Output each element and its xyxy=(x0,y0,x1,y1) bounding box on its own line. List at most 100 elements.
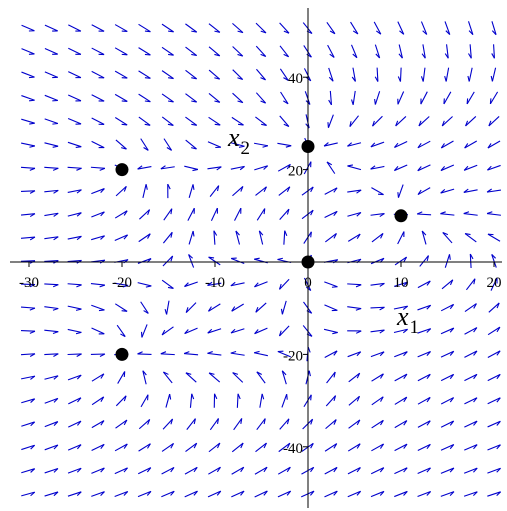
field-arrow xyxy=(231,116,244,126)
field-arrow xyxy=(230,165,245,171)
field-arrow xyxy=(464,350,478,358)
field-arrow xyxy=(21,398,36,404)
field-arrow xyxy=(67,444,82,451)
field-arrow xyxy=(44,24,58,32)
field-arrow xyxy=(279,45,290,58)
field-arrow xyxy=(351,90,356,105)
field-arrow xyxy=(68,47,82,55)
field-arrow xyxy=(91,420,105,429)
field-arrow xyxy=(323,142,338,147)
field-arrow xyxy=(394,256,408,266)
field-arrow xyxy=(161,70,174,80)
field-arrow xyxy=(91,304,105,312)
field-arrow xyxy=(207,303,221,312)
field-arrow xyxy=(208,69,221,80)
field-arrow xyxy=(417,373,431,382)
field-arrow xyxy=(67,283,82,288)
field-arrow xyxy=(185,46,198,57)
equilibrium-point xyxy=(115,347,129,361)
field-arrow xyxy=(185,442,198,453)
field-arrow xyxy=(440,164,455,172)
field-arrow xyxy=(464,232,477,243)
field-arrow xyxy=(277,490,292,498)
field-arrow xyxy=(279,115,290,128)
field-arrow xyxy=(490,277,498,291)
field-arrow xyxy=(371,419,384,429)
field-arrow xyxy=(487,444,501,451)
field-arrow xyxy=(440,211,455,216)
field-arrow xyxy=(21,468,36,474)
field-arrow xyxy=(350,44,358,59)
field-arrow xyxy=(463,211,478,216)
field-arrow xyxy=(21,142,35,148)
field-arrow xyxy=(440,350,455,358)
field-arrow xyxy=(21,71,35,79)
field-arrow xyxy=(440,397,455,405)
field-arrow xyxy=(487,491,502,497)
field-arrow xyxy=(91,24,105,32)
field-arrow xyxy=(444,44,449,59)
field-arrow xyxy=(188,254,195,268)
field-arrow xyxy=(68,71,82,79)
field-arrow xyxy=(417,467,431,474)
field-arrow xyxy=(394,141,408,148)
field-arrow xyxy=(347,283,362,288)
field-arrow xyxy=(20,236,36,241)
field-arrow xyxy=(44,375,59,380)
field-arrow xyxy=(140,301,149,314)
x-axis-label: x1 xyxy=(396,302,419,338)
field-arrow xyxy=(161,23,174,33)
field-arrow xyxy=(185,69,197,80)
field-arrow xyxy=(254,327,268,335)
field-arrow xyxy=(20,190,36,194)
field-arrow xyxy=(370,141,385,148)
field-arrow xyxy=(370,306,385,311)
field-arrow xyxy=(67,374,82,381)
field-arrow xyxy=(421,44,426,59)
field-arrow xyxy=(138,93,151,103)
field-arrow xyxy=(20,213,36,218)
field-arrow xyxy=(420,67,426,82)
field-arrow xyxy=(394,420,408,429)
field-arrow xyxy=(138,70,151,79)
x-tick-label: -20 xyxy=(112,275,132,291)
field-arrow xyxy=(464,303,477,313)
field-arrow xyxy=(160,351,175,356)
x-tick-label: 20 xyxy=(487,275,502,291)
field-arrow xyxy=(370,282,385,287)
field-arrow xyxy=(347,306,362,311)
field-arrow xyxy=(281,394,288,408)
field-arrow xyxy=(67,305,82,311)
field-arrow xyxy=(491,21,497,36)
field-arrow xyxy=(21,118,35,125)
field-arrow xyxy=(281,370,287,385)
field-arrow xyxy=(370,490,385,498)
field-arrow xyxy=(188,230,195,245)
field-arrow xyxy=(44,421,59,428)
field-arrow xyxy=(208,93,221,103)
field-arrow xyxy=(444,67,450,82)
field-arrow xyxy=(255,186,267,196)
field-arrow xyxy=(254,281,268,288)
field-arrow xyxy=(370,329,385,334)
field-arrow xyxy=(325,233,337,243)
field-arrow xyxy=(324,490,338,498)
field-arrow xyxy=(161,116,174,126)
field-arrow xyxy=(421,230,427,245)
field-arrow xyxy=(393,328,408,334)
field-arrow xyxy=(487,397,501,405)
field-arrow xyxy=(184,490,198,498)
field-arrow xyxy=(397,91,405,105)
field-arrow xyxy=(326,21,336,35)
field-arrow xyxy=(469,253,474,269)
field-arrow xyxy=(328,90,333,106)
field-arrow xyxy=(67,235,82,241)
field-arrow xyxy=(21,491,36,497)
field-arrow xyxy=(115,395,127,407)
field-arrow xyxy=(279,68,289,81)
field-arrow xyxy=(256,208,266,221)
y-tick-label: 20 xyxy=(288,164,303,180)
field-arrow xyxy=(207,141,222,149)
field-arrow xyxy=(142,184,148,199)
